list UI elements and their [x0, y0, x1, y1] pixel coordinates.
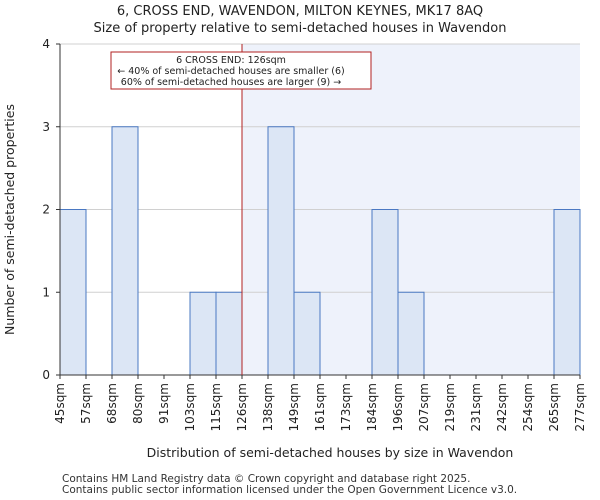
x-tick-label-126sqm: 126sqm [235, 383, 249, 431]
y-tick-label-1: 1 [42, 285, 50, 299]
x-tick-label-242sqm: 242sqm [495, 383, 509, 431]
x-tick-label-115sqm: 115sqm [209, 383, 223, 431]
x-tick-label-207sqm: 207sqm [417, 383, 431, 431]
x-tick-label-80sqm: 80sqm [131, 383, 145, 424]
x-tick-label-57sqm: 57sqm [79, 383, 93, 424]
x-tick-label-91sqm: 91sqm [157, 383, 171, 424]
annotation-line-2: ← 40% of semi-detached houses are smalle… [117, 66, 345, 77]
annotation-line-1: 6 CROSS END: 126sqm [176, 55, 286, 66]
annotation-box [110, 51, 372, 90]
y-tick-label-0: 0 [42, 368, 50, 382]
bar-265sqm [553, 209, 581, 376]
bar-138sqm [267, 126, 295, 376]
bar-103sqm [189, 291, 217, 376]
bar-68sqm [111, 126, 139, 376]
x-tick-label-265sqm: 265sqm [547, 383, 561, 431]
x-tick-label-231sqm: 231sqm [469, 383, 483, 431]
footer-line-2: Contains public sector information licen… [62, 484, 518, 496]
x-tick-label-219sqm: 219sqm [443, 383, 457, 431]
x-tick-label-149sqm: 149sqm [287, 383, 301, 431]
bar-149sqm [293, 291, 321, 376]
annotation-line-3: 60% of semi-detached houses are larger (… [121, 77, 341, 88]
bar-196sqm [397, 291, 425, 376]
chart-title: 6, CROSS END, WAVENDON, MILTON KEYNES, M… [116, 4, 484, 19]
x-tick-label-138sqm: 138sqm [261, 383, 275, 431]
x-axis-title: Distribution of semi-detached houses by … [147, 445, 514, 460]
x-tick-label-68sqm: 68sqm [105, 383, 119, 424]
y-axis-title: Number of semi-detached properties [2, 104, 17, 335]
x-tick-label-103sqm: 103sqm [183, 383, 197, 431]
x-tick-label-161sqm: 161sqm [313, 383, 327, 431]
y-tick-label-2: 2 [42, 203, 50, 217]
x-tick-label-277sqm: 277sqm [573, 383, 587, 431]
x-tick-label-184sqm: 184sqm [365, 383, 379, 431]
chart-subtitle: Size of property relative to semi-detach… [93, 21, 507, 36]
x-tick-label-254sqm: 254sqm [521, 383, 535, 431]
footer-line-1: Contains HM Land Registry data © Crown c… [62, 473, 471, 485]
bar-45sqm [59, 209, 87, 376]
x-tick-label-196sqm: 196sqm [391, 383, 405, 431]
x-tick-label-173sqm: 173sqm [339, 383, 353, 431]
bar-115sqm [215, 291, 243, 376]
bar-184sqm [371, 209, 399, 376]
y-tick-label-4: 4 [42, 37, 50, 51]
x-tick-label-45sqm: 45sqm [53, 383, 67, 424]
y-tick-label-3: 3 [42, 120, 50, 134]
